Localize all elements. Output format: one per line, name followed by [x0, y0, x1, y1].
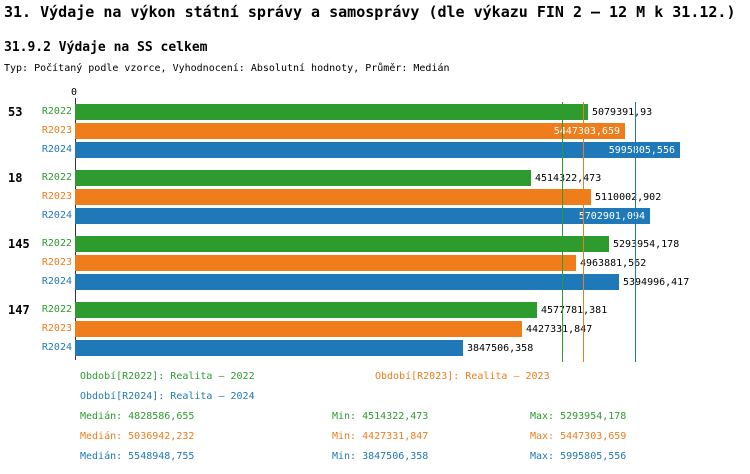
stat-min-r2023: Min: 4427331,847 [332, 431, 429, 442]
bar-R2024-147 [75, 340, 463, 356]
bar-value-label: 5702901,094 [578, 211, 645, 222]
bar-R2022-53 [75, 104, 588, 120]
median-line-R2024 [635, 102, 636, 362]
bar-value-label: 5293954,178 [613, 239, 680, 250]
bar-value-label: 3847506,358 [467, 343, 534, 354]
value-axis-line [75, 98, 76, 360]
legend-item-r2023: Období[R2023]: Realita – 2023 [375, 371, 550, 382]
chart-subtitle: 31.9.2 Výdaje na SS celkem [4, 40, 208, 55]
bar-R2024-18 [75, 208, 650, 224]
bar-value-label: 5110002,902 [595, 192, 662, 203]
bar-chart: 53 R2022 5079391,93 R2023 5447303,659 R2024 59… [0, 98, 750, 362]
chart-type-line: Typ: Počítaný podle vzorce, Vyhodnocení:… [4, 63, 450, 74]
legend-item-r2022: Období[R2022]: Realita – 2022 [80, 371, 255, 382]
series-row-label: R2022 [41, 106, 72, 117]
bar-value-label: 4963881,562 [580, 258, 647, 269]
series-row-label: R2023 [41, 257, 72, 268]
series-row-label: R2022 [41, 304, 72, 315]
category-label: 18 [8, 171, 23, 185]
legend-item-r2024: Období[R2024]: Realita – 2024 [80, 391, 255, 402]
bar-R2023-147 [75, 321, 522, 337]
bar-R2022-147 [75, 302, 537, 318]
bar-R2022-18 [75, 170, 531, 186]
stat-max-r2023: Max: 5447303,659 [530, 431, 627, 442]
series-row-label: R2023 [41, 323, 72, 334]
bar-value-label: 5394996,417 [623, 277, 690, 288]
bar-R2023-18 [75, 189, 591, 205]
stat-max-r2022: Max: 5293954,178 [530, 411, 627, 422]
stat-median-r2024: Medián: 5548948,755 [80, 451, 195, 462]
category-label: 53 [8, 105, 23, 119]
series-row-label: R2024 [41, 342, 72, 353]
bar-value-label: 4514322,473 [535, 173, 602, 184]
bar-value-label: 5079391,93 [592, 107, 653, 118]
series-row-label: R2024 [41, 210, 72, 221]
series-row-label: R2023 [41, 125, 72, 136]
bar-R2022-145 [75, 236, 609, 252]
stat-min-r2022: Min: 4514322,473 [332, 411, 429, 422]
stat-min-r2024: Min: 3847506,358 [332, 451, 429, 462]
bar-R2024-53 [75, 142, 680, 158]
series-row-label: R2023 [41, 191, 72, 202]
stat-max-r2024: Max: 5995805,556 [530, 451, 627, 462]
series-row-label: R2022 [41, 238, 72, 249]
bar-R2023-145 [75, 255, 576, 271]
category-label: 145 [8, 237, 30, 251]
axis-zero-label: 0 [71, 87, 78, 98]
series-row-label: R2024 [41, 276, 72, 287]
series-row-label: R2024 [41, 144, 72, 155]
bar-value-label: 4577781,381 [541, 305, 608, 316]
bar-value-label: 5995805,556 [608, 145, 675, 156]
median-line-R2023 [583, 102, 584, 362]
bar-value-label: 5447303,659 [553, 126, 620, 137]
median-line-R2022 [562, 102, 563, 362]
stat-median-r2022: Medián: 4828586,655 [80, 411, 195, 422]
bar-R2024-145 [75, 274, 619, 290]
stat-median-r2023: Medián: 5036942,232 [80, 431, 195, 442]
category-label: 147 [8, 303, 30, 317]
bar-R2023-53 [75, 123, 625, 139]
bar-value-label: 4427331,847 [526, 324, 593, 335]
page-title: 31. Výdaje na výkon státní správy a samo… [4, 3, 736, 21]
series-row-label: R2022 [41, 172, 72, 183]
